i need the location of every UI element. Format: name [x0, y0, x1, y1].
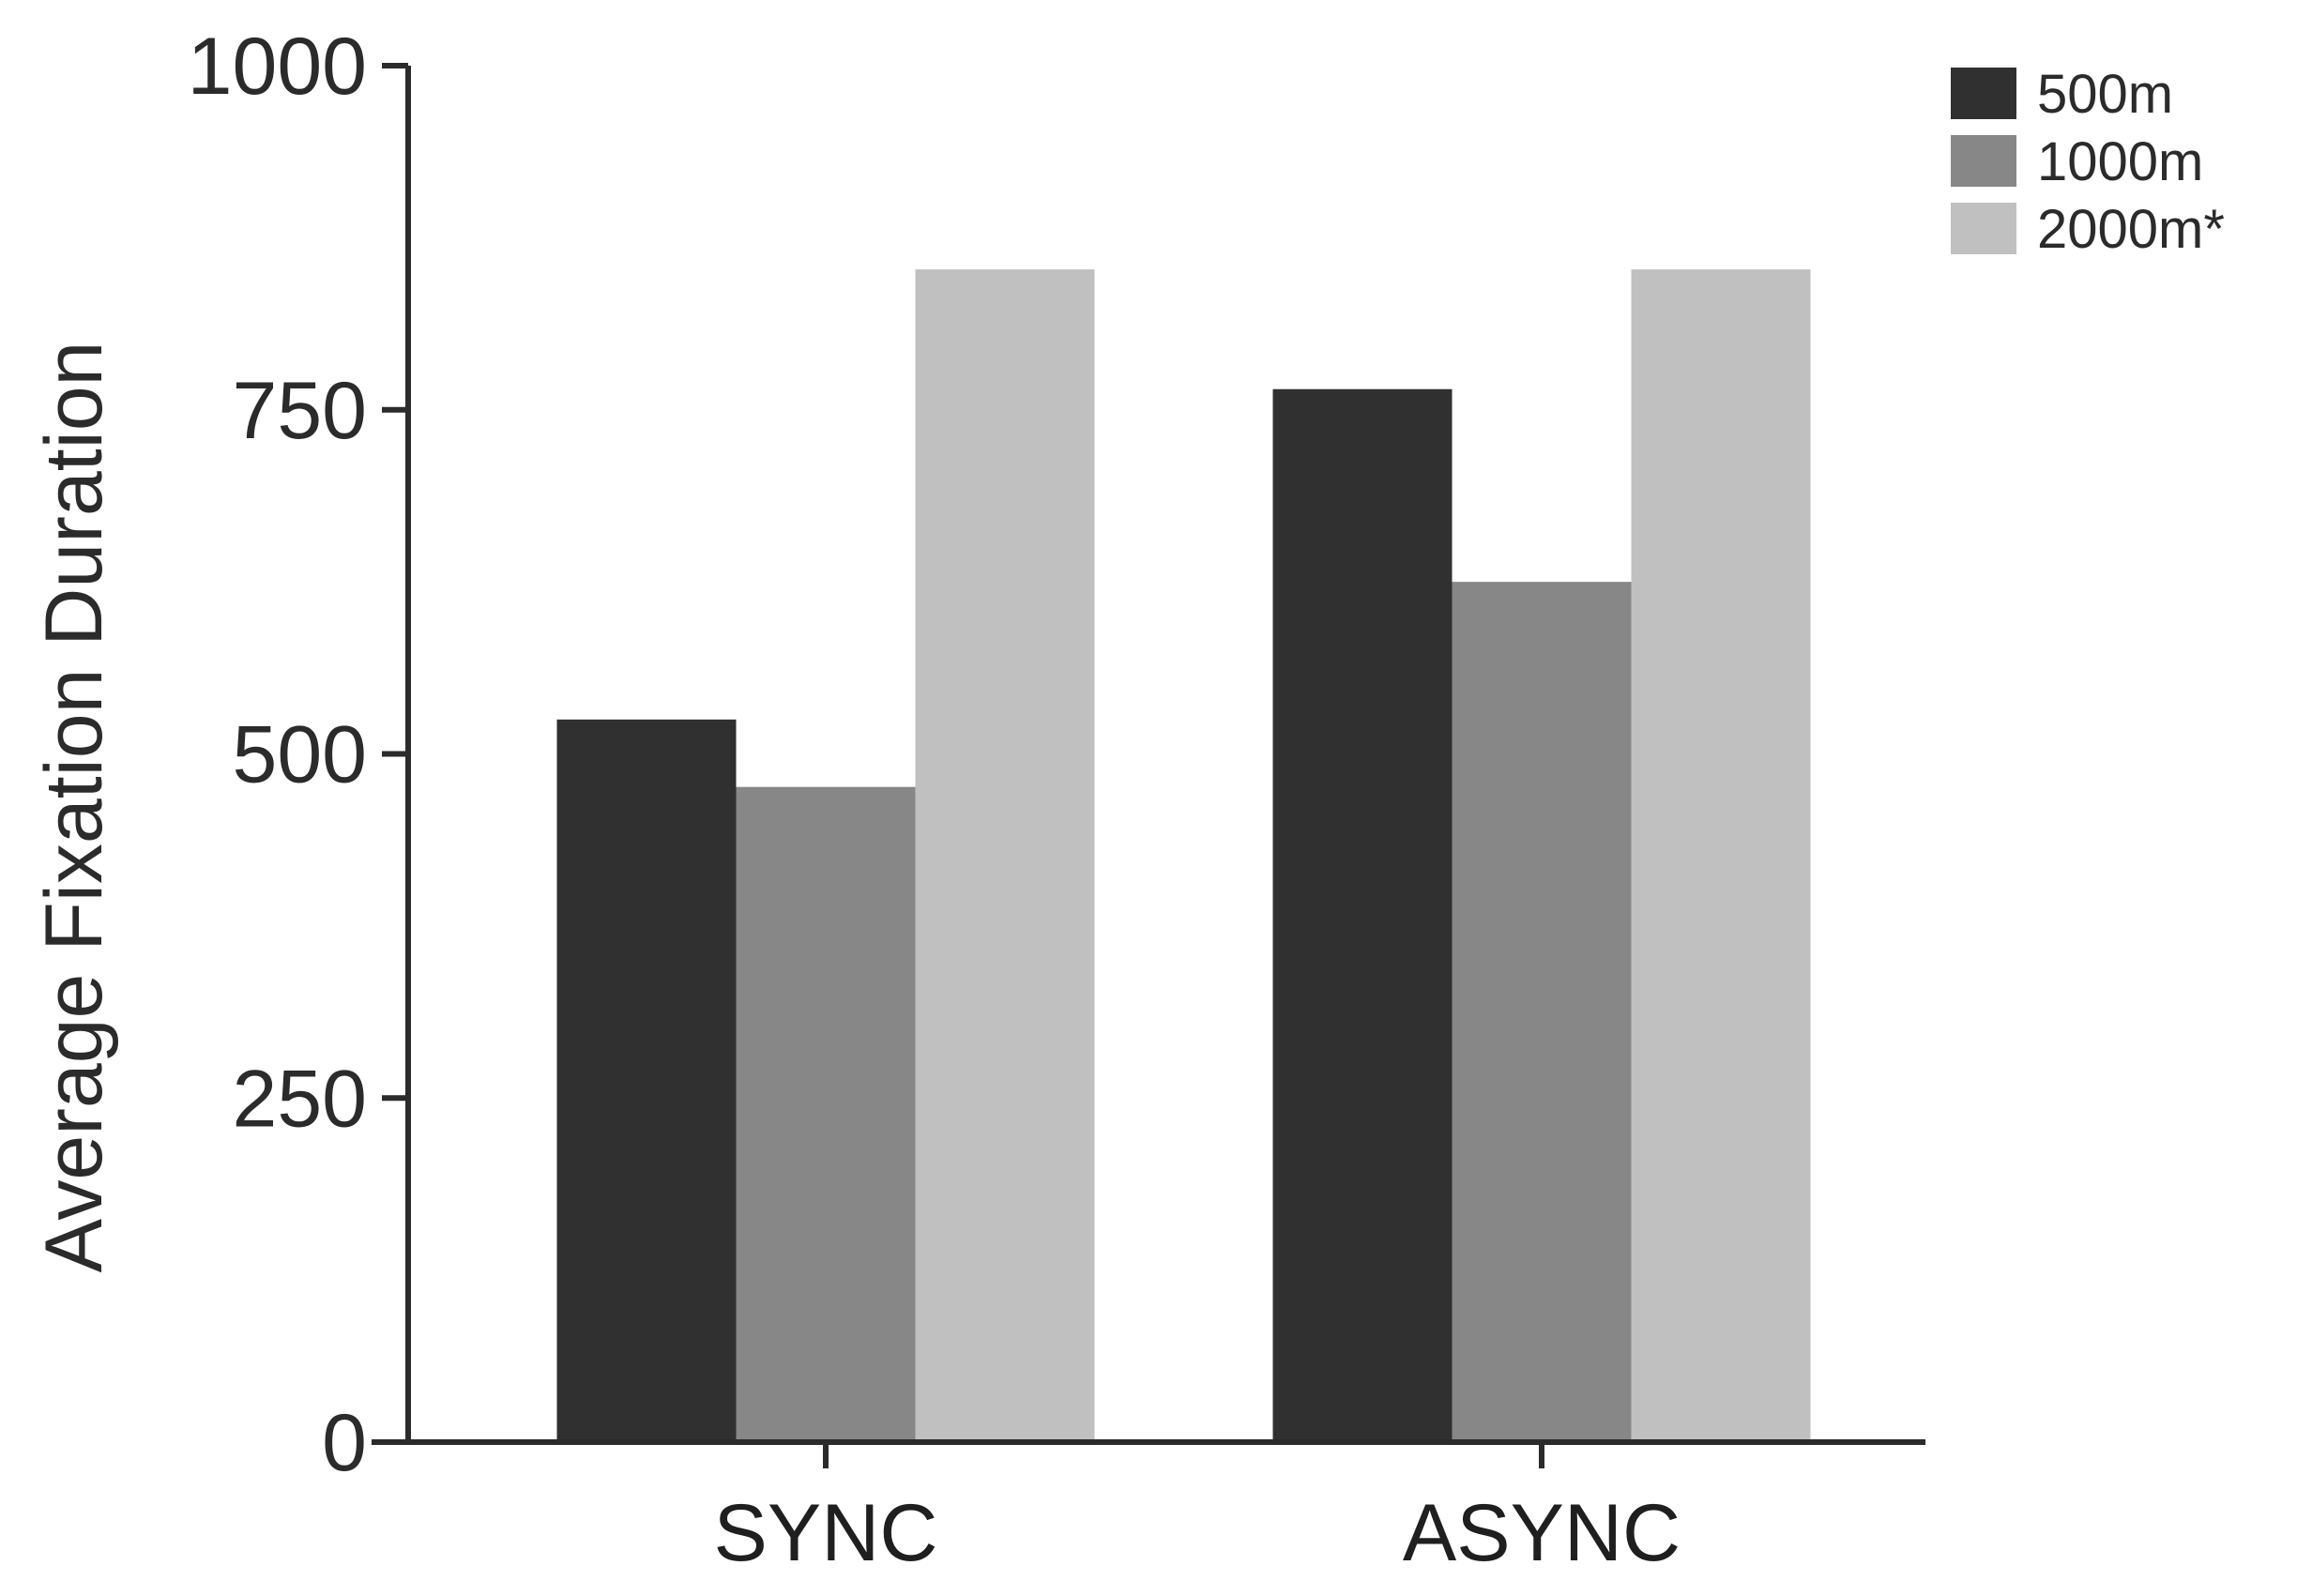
- x-tick-label-sync: SYNC: [714, 1488, 938, 1578]
- bar-async-series-2: [1452, 582, 1632, 1442]
- legend-swatch-2: [1951, 135, 2016, 187]
- legend-swatch-1: [1951, 68, 2016, 119]
- legend-swatch-3: [1951, 203, 2016, 254]
- y-axis-title: Average Fixation Duration: [29, 342, 119, 1273]
- bar-sync-series-1: [556, 719, 737, 1442]
- legend-label-3: 2000m*: [2037, 199, 2225, 260]
- y-tick-label: 750: [233, 366, 368, 456]
- legend-label-2: 1000m: [2037, 131, 2203, 192]
- bar-sync-series-2: [736, 786, 916, 1442]
- y-tick-label: 0: [322, 1398, 367, 1488]
- bars-layer: [556, 269, 1811, 1443]
- y-tick-label: 500: [233, 710, 368, 800]
- y-tick-label: 1000: [188, 22, 367, 112]
- legend-label-1: 500m: [2037, 64, 2173, 125]
- y-tick-label: 250: [233, 1054, 368, 1144]
- x-ticks: SYNC ASYNC: [714, 1442, 1681, 1578]
- y-ticks: 0 250 500 750 1000: [188, 22, 408, 1488]
- x-tick-label-async: ASYNC: [1403, 1488, 1681, 1578]
- bar-sync-series-3: [915, 269, 1095, 1443]
- bar-async-series-3: [1631, 269, 1811, 1443]
- bar-async-series-1: [1272, 388, 1453, 1442]
